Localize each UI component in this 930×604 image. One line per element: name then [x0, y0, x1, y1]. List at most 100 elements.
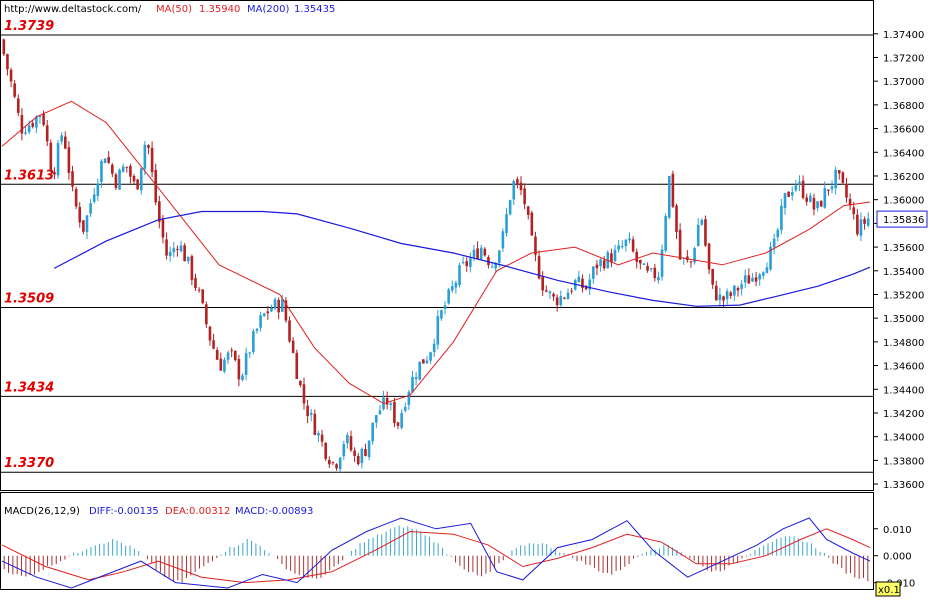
macd-tick-label: 0.000: [883, 552, 912, 563]
candle-body: [389, 403, 393, 405]
candle-body: [570, 290, 573, 292]
candle-body: [158, 201, 161, 222]
candle-body: [859, 219, 863, 236]
candle-body: [237, 358, 241, 380]
candle-body: [179, 245, 183, 252]
candle-body: [165, 239, 168, 256]
candle-body: [411, 376, 414, 393]
candle-body: [816, 201, 819, 209]
candle-body: [595, 264, 599, 269]
candle-body: [425, 360, 429, 364]
candle-body: [288, 320, 291, 342]
candle-body: [277, 299, 280, 313]
site-url[interactable]: http://www.deltastock.com/: [4, 4, 142, 15]
candle-body: [461, 262, 465, 264]
candle-body: [476, 248, 479, 259]
candle-body: [450, 286, 454, 291]
price-tick-label: 1.36800: [883, 101, 924, 112]
price-tick-label: 1.33800: [883, 456, 924, 467]
candle-body: [24, 132, 27, 134]
candle-body: [42, 113, 45, 125]
candle-body: [360, 448, 364, 464]
price-tick-label: 1.34200: [883, 409, 924, 420]
candle-body: [613, 249, 617, 262]
candle-body: [414, 377, 418, 380]
macd-dea-value: DEA:0.00312: [165, 506, 230, 517]
price-tick-label: 1.37400: [883, 30, 924, 41]
candle-body: [494, 262, 497, 269]
candle-body: [172, 248, 176, 253]
candle-body: [342, 444, 346, 457]
candle-body: [143, 144, 147, 169]
candle-body: [190, 256, 194, 280]
candle-body: [762, 272, 765, 276]
candle-body: [147, 145, 150, 148]
candle-body: [479, 247, 483, 260]
candle-body: [577, 276, 581, 283]
candle-body: [667, 176, 671, 218]
candle-body: [505, 214, 508, 233]
candle-body: [183, 245, 186, 262]
scale-badge-label: x0.1: [878, 585, 900, 596]
candle-body: [440, 310, 443, 319]
candle-body: [552, 293, 555, 297]
candle-body: [71, 171, 74, 187]
candle-body: [501, 231, 505, 249]
candle-body: [96, 183, 100, 197]
candle-body: [856, 214, 859, 235]
price-tick-label: 1.33600: [883, 480, 924, 491]
candle-body: [523, 188, 526, 205]
candle-body: [852, 207, 856, 215]
candlestick-series: [2, 38, 870, 473]
price-tick-label: 1.36200: [883, 172, 924, 183]
candle-body: [649, 268, 653, 270]
price-tick-label: 1.36600: [883, 125, 924, 136]
candle-body: [566, 292, 570, 300]
candle-body: [758, 274, 761, 280]
candle-body: [353, 450, 356, 456]
candle-body: [215, 349, 219, 360]
candle-body: [338, 457, 342, 470]
candle-body: [132, 176, 136, 182]
ma200-value: 1.35435: [294, 4, 335, 15]
candle-body: [729, 292, 733, 296]
ma200-label: MA(200): [247, 4, 289, 15]
candle-body: [241, 375, 244, 381]
candle-body: [581, 278, 584, 288]
candle-body: [845, 184, 848, 198]
candle-body: [707, 243, 711, 270]
candle-body: [639, 259, 642, 264]
candle-body: [233, 350, 237, 361]
candle-body: [711, 269, 714, 285]
candle-body: [335, 464, 338, 469]
candle-body: [686, 256, 689, 261]
candle-body: [671, 173, 675, 207]
candle-body: [161, 219, 165, 238]
candle-body: [559, 295, 563, 306]
candle-body: [324, 442, 327, 459]
candle-body: [657, 277, 660, 281]
macd-plot-area: [1, 517, 871, 589]
candle-body: [9, 69, 13, 82]
candle-body: [320, 434, 324, 442]
candle-body: [592, 266, 595, 279]
macd-scale-badge: x0.1: [875, 581, 901, 597]
candle-body: [92, 194, 96, 202]
candle-body: [610, 253, 613, 263]
candle-body: [490, 266, 494, 268]
price-tick-label: 1.34800: [883, 338, 924, 349]
macd-title: MACD(26,12,9): [4, 506, 80, 517]
macd-hist-value: MACD:-0.00893: [235, 506, 313, 517]
candle-body: [743, 275, 747, 283]
candle-body: [259, 315, 262, 328]
candle-body: [848, 198, 852, 206]
candle-body: [74, 188, 78, 207]
candle-body: [780, 205, 783, 231]
candle-body: [714, 285, 718, 301]
macd-diff-value: DIFF:-0.00135: [89, 506, 159, 517]
candle-body: [248, 352, 252, 354]
candle-body: [519, 182, 523, 191]
candle-body: [82, 220, 85, 232]
candle-body: [111, 164, 114, 174]
candle-body: [100, 160, 103, 182]
